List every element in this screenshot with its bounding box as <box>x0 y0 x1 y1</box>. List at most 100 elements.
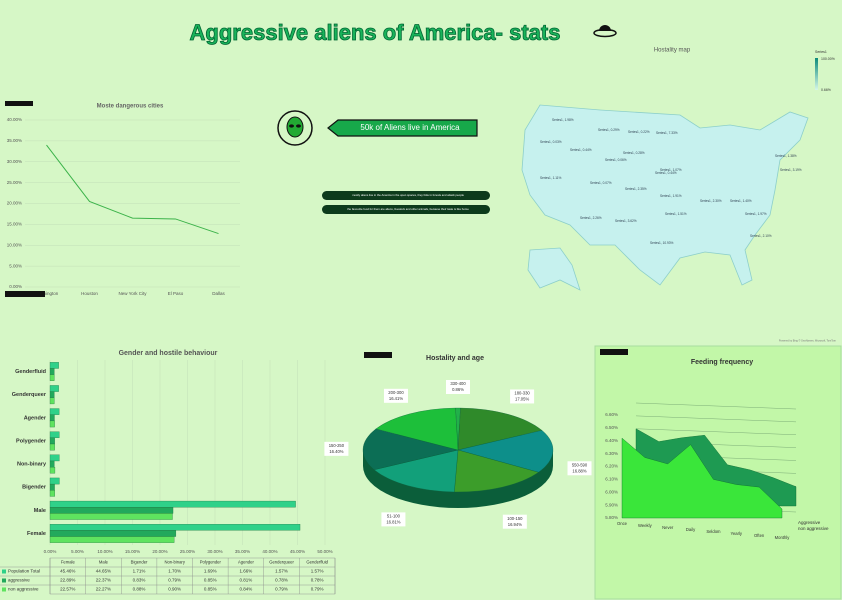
table-cell: 44.65% <box>96 569 111 574</box>
pie-slice <box>454 449 539 493</box>
table-cell: 1.71% <box>133 569 146 574</box>
map-label: Series1, 3.62% <box>615 219 637 223</box>
x-tick-label: 40.00% <box>262 549 277 554</box>
bar <box>49 437 55 445</box>
map-legend-min: 0.66% <box>821 88 831 92</box>
table-header: Polygender <box>200 560 222 565</box>
slice-value: 0.86% <box>452 387 464 392</box>
table-cell: 1.69% <box>204 569 217 574</box>
page-title: Aggressive aliens of America- stats <box>190 20 561 45</box>
bar <box>49 420 55 428</box>
table-cell: 0.85% <box>204 587 217 592</box>
bar <box>49 530 177 537</box>
chart-title: Feeding frequency <box>691 359 753 366</box>
table-cell: 22.37% <box>96 578 111 583</box>
note: the favourite food for them are aliens, … <box>347 207 469 211</box>
chart-title: Hostality and age <box>426 355 484 362</box>
legend-swatch <box>2 578 6 583</box>
map-label: Series1, 0.06% <box>605 158 627 162</box>
x-tick-label: New York City <box>118 291 147 296</box>
bar <box>49 477 60 485</box>
table-cell: 0.81% <box>240 578 253 583</box>
y-tick-label: 0.00% <box>9 284 22 289</box>
x-tick-label: Once <box>617 521 628 526</box>
y-tick-label: 5.90% <box>605 502 618 507</box>
bar <box>49 466 56 474</box>
y-tick-label: 6.10% <box>605 477 618 482</box>
redaction <box>600 349 628 355</box>
table-cell: 0.79% <box>168 578 181 583</box>
map-legend-title: Series1 <box>815 50 827 54</box>
slice-label: 51-100 <box>387 513 401 518</box>
y-tick-label: 6.60% <box>605 412 618 417</box>
table-cell: 22.57% <box>60 587 75 592</box>
bar <box>49 490 55 497</box>
map-label: Series1, 0.28% <box>623 151 645 155</box>
map-label: Series1, 0.44% <box>570 148 592 152</box>
bar <box>49 507 174 514</box>
table-header: Bigender <box>131 560 148 565</box>
map-label: Series1, 2.30% <box>700 199 722 203</box>
ufo-icon <box>593 25 617 38</box>
bar <box>49 414 55 422</box>
legend-label: Population Total <box>8 569 40 574</box>
y-tick-label: 40.00% <box>7 117 22 122</box>
map-label: Series1, 0.03% <box>540 140 562 144</box>
x-tick-label: 5.00% <box>71 549 84 554</box>
x-tick-label: Daily <box>686 527 696 532</box>
map-label: Series1, 1.40% <box>730 199 752 203</box>
bar <box>49 374 55 381</box>
redaction <box>364 352 392 358</box>
table-cell: 1.70% <box>168 569 181 574</box>
grid-line <box>635 402 797 410</box>
chart-title: Moste dangerous cities <box>97 104 164 110</box>
x-tick-label: 25.00% <box>180 549 195 554</box>
y-tick-label: Agender <box>24 415 47 421</box>
x-tick-label: Yearly <box>731 531 743 536</box>
line <box>46 144 219 235</box>
alien-icon <box>277 110 313 146</box>
table-cell: 1.57% <box>275 569 288 574</box>
map-label: Series1, 2.26% <box>580 216 602 220</box>
table-cell: 0.78% <box>311 578 324 583</box>
x-tick-label: Often <box>754 533 765 538</box>
table-cell: 0.84% <box>240 587 253 592</box>
bar <box>49 431 60 439</box>
map-label: Series1, 1.11% <box>540 176 562 180</box>
chart-title: Gender and hostile behaviour <box>119 350 218 357</box>
x-tick-label: El Paso <box>168 291 184 296</box>
x-tick-label: Washington <box>35 291 59 296</box>
map-credit: Powered by Bing © GeoNames, Microsoft, T… <box>779 340 836 343</box>
slice-value: 16.40% <box>329 449 343 454</box>
y-tick-label: 6.30% <box>605 451 618 456</box>
map-label: Series1, 0.22% <box>628 130 650 134</box>
slice-value: 17.05% <box>515 397 529 402</box>
y-tick-label: Male <box>34 508 46 514</box>
label-box <box>567 461 592 476</box>
pie-slice <box>375 407 459 451</box>
table-cell: 0.78% <box>275 578 288 583</box>
x-tick-label: 35.00% <box>235 549 250 554</box>
y-tick-label: Genderqueer <box>12 392 47 398</box>
table-cell: 0.79% <box>275 587 288 592</box>
pie-slice <box>373 449 459 493</box>
table-header: Genderfluid <box>306 560 328 565</box>
bar <box>49 536 175 543</box>
table-cell: 22.89% <box>60 578 75 583</box>
bar <box>49 368 55 375</box>
bar <box>49 524 301 531</box>
alaska <box>527 247 581 291</box>
table-header: Female <box>61 560 76 565</box>
slice-label: 200-300 <box>388 390 404 395</box>
y-tick-label: Female <box>27 531 46 537</box>
bar <box>49 460 55 468</box>
slice-value: 16.88% <box>572 468 586 473</box>
y-tick-label: 15.00% <box>7 222 22 227</box>
y-tick-label: Bigender <box>22 485 47 491</box>
label-box <box>383 388 408 403</box>
table-cell: 1.57% <box>311 569 324 574</box>
note-bar <box>322 191 490 200</box>
map-label: Series1, 1.98% <box>552 118 574 122</box>
bar <box>49 397 55 405</box>
